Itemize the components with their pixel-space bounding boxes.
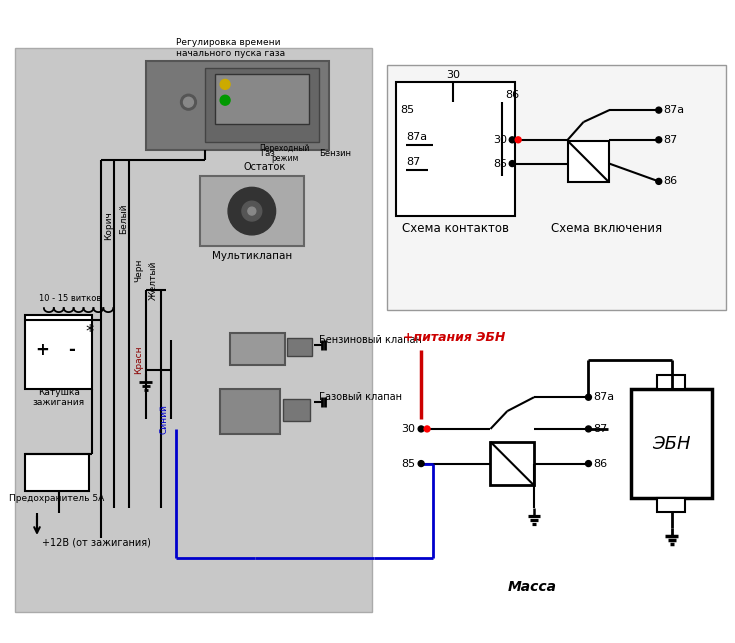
Text: +питания ЭБН: +питания ЭБН — [404, 331, 506, 345]
Circle shape — [586, 460, 592, 467]
Text: 85: 85 — [401, 105, 415, 115]
Text: 86: 86 — [664, 176, 678, 186]
Text: Красн: Красн — [135, 345, 143, 374]
Text: 30: 30 — [401, 424, 415, 434]
Bar — [490, 442, 534, 485]
Text: Катушка
зажигания: Катушка зажигания — [33, 388, 85, 407]
Text: Желтый: Желтый — [149, 260, 158, 300]
Text: +: + — [35, 341, 49, 359]
Bar — [25, 315, 93, 389]
Bar — [146, 60, 329, 150]
Bar — [396, 82, 515, 216]
Text: Газовый клапан: Газовый клапан — [319, 392, 402, 403]
Text: +12В (от зажигания): +12В (от зажигания) — [42, 538, 151, 548]
Text: Масса: Масса — [508, 581, 556, 594]
Text: 87a: 87a — [406, 132, 428, 142]
Text: 86: 86 — [505, 90, 520, 100]
Circle shape — [424, 426, 430, 432]
Circle shape — [228, 187, 276, 235]
Circle shape — [418, 426, 424, 432]
Text: -: - — [68, 341, 75, 359]
Bar — [657, 498, 684, 512]
Circle shape — [515, 137, 521, 143]
Bar — [387, 64, 726, 310]
Circle shape — [184, 97, 193, 107]
Bar — [25, 454, 90, 491]
Bar — [205, 68, 319, 142]
Text: Переходный
режим: Переходный режим — [259, 144, 309, 163]
Text: Мультиклапан: Мультиклапан — [212, 251, 292, 260]
Circle shape — [656, 137, 662, 143]
Text: 86: 86 — [593, 458, 608, 469]
Circle shape — [248, 207, 256, 215]
Bar — [230, 333, 284, 365]
Bar — [287, 338, 312, 356]
Text: 87: 87 — [593, 424, 608, 434]
Bar — [631, 389, 712, 498]
Circle shape — [586, 426, 592, 432]
Text: *: * — [85, 323, 93, 341]
Text: 87a: 87a — [593, 392, 614, 403]
Circle shape — [181, 95, 196, 110]
Bar — [282, 399, 310, 421]
Text: 87: 87 — [406, 157, 420, 167]
Circle shape — [220, 95, 230, 105]
Bar — [201, 176, 304, 246]
Text: 30: 30 — [493, 135, 507, 145]
Text: Предохранитель 5А: Предохранитель 5А — [9, 494, 104, 503]
Text: 10 - 15 витков: 10 - 15 витков — [38, 294, 101, 303]
Text: ЭБН: ЭБН — [653, 435, 691, 453]
Text: 85: 85 — [401, 458, 415, 469]
Circle shape — [242, 201, 262, 221]
Text: 87a: 87a — [664, 105, 685, 115]
Text: 87: 87 — [664, 135, 678, 145]
Bar — [215, 75, 309, 124]
Bar — [567, 141, 609, 183]
Text: Бензин: Бензин — [319, 149, 351, 158]
Text: Схема контактов: Схема контактов — [402, 222, 509, 235]
Bar — [657, 376, 684, 389]
Circle shape — [418, 460, 424, 467]
Text: Остаток: Остаток — [243, 161, 286, 172]
Circle shape — [220, 80, 230, 89]
Circle shape — [656, 179, 662, 185]
Bar — [15, 48, 372, 612]
Text: 30: 30 — [446, 71, 460, 80]
Text: Корич: Корич — [104, 212, 112, 240]
Text: 85: 85 — [493, 159, 507, 168]
Circle shape — [656, 107, 662, 113]
Text: Регулировка времени
начального пуска газа: Регулировка времени начального пуска газ… — [176, 38, 284, 58]
Text: Синий: Синий — [159, 404, 168, 434]
Circle shape — [586, 394, 592, 400]
Text: Бензиновый клапан: Бензиновый клапан — [319, 335, 422, 345]
Bar — [220, 389, 279, 434]
Text: Газ: Газ — [259, 149, 274, 158]
Text: Белый: Белый — [120, 204, 129, 234]
Text: Черн: Черн — [135, 258, 143, 282]
Circle shape — [509, 161, 515, 167]
Circle shape — [509, 137, 515, 143]
Text: Схема включения: Схема включения — [551, 222, 662, 235]
